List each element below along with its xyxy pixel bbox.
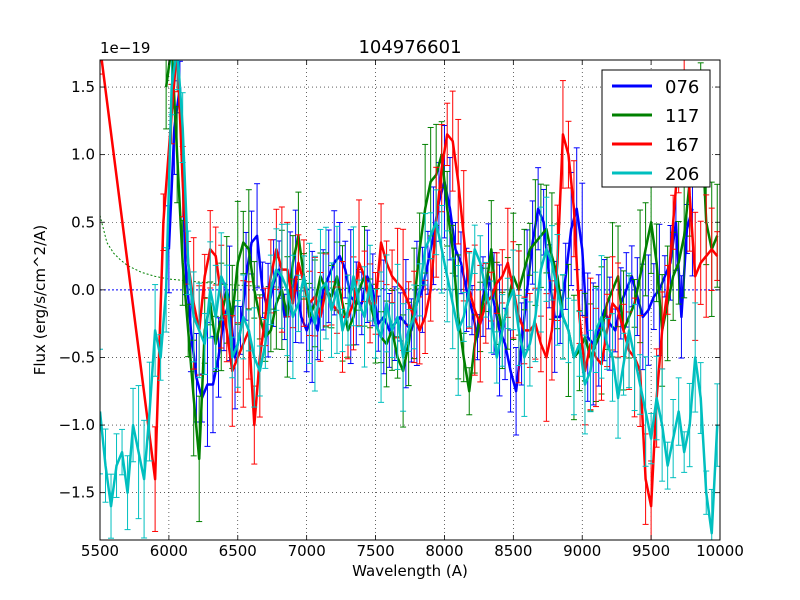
legend-label-206: 206: [665, 164, 699, 185]
x-tick-label: 8500: [494, 542, 532, 560]
plot-data-area: [100, 60, 720, 540]
y-tick-label: −1.0: [59, 416, 95, 434]
x-tick-label: 6500: [219, 542, 257, 560]
legend-box: [601, 69, 711, 188]
y-tick-label: −0.5: [59, 348, 95, 366]
legend: 076 117 167 206: [601, 69, 711, 188]
y-tick-label: −1.5: [59, 484, 95, 502]
x-tick-label: 9000: [563, 542, 601, 560]
series-206: [100, 60, 720, 540]
x-axis-label: Wavelength (A): [352, 562, 468, 580]
x-tick-label: 7000: [288, 542, 326, 560]
chart-title: 104976601: [358, 37, 461, 58]
y-tick-label: 1.0: [71, 146, 95, 164]
series-line-206: [100, 60, 719, 535]
legend-label-076: 076: [665, 77, 699, 98]
y-tick-label: 1.5: [71, 78, 95, 96]
x-tick-label: 5500: [81, 542, 119, 560]
y-axis-label: Flux (erg/s/cm^2/A): [31, 225, 49, 376]
y-tick-label: 0.0: [71, 281, 95, 299]
y-offset-text: 1e−19: [100, 39, 150, 57]
x-tick-label: 7500: [356, 542, 394, 560]
x-tick-label: 9500: [632, 542, 670, 560]
axis-ticks: 5500 6000 6500 7000 7500 8000 8500 9000 9500 1000…: [59, 60, 744, 560]
x-tick-label: 10000: [696, 542, 744, 560]
legend-label-167: 167: [665, 135, 699, 156]
x-tick-label: 6000: [150, 542, 188, 560]
x-tick-label: 8000: [425, 542, 463, 560]
y-tick-label: 0.5: [71, 213, 95, 231]
plot-frame: [99, 59, 721, 541]
legend-label-117: 117: [665, 106, 699, 127]
